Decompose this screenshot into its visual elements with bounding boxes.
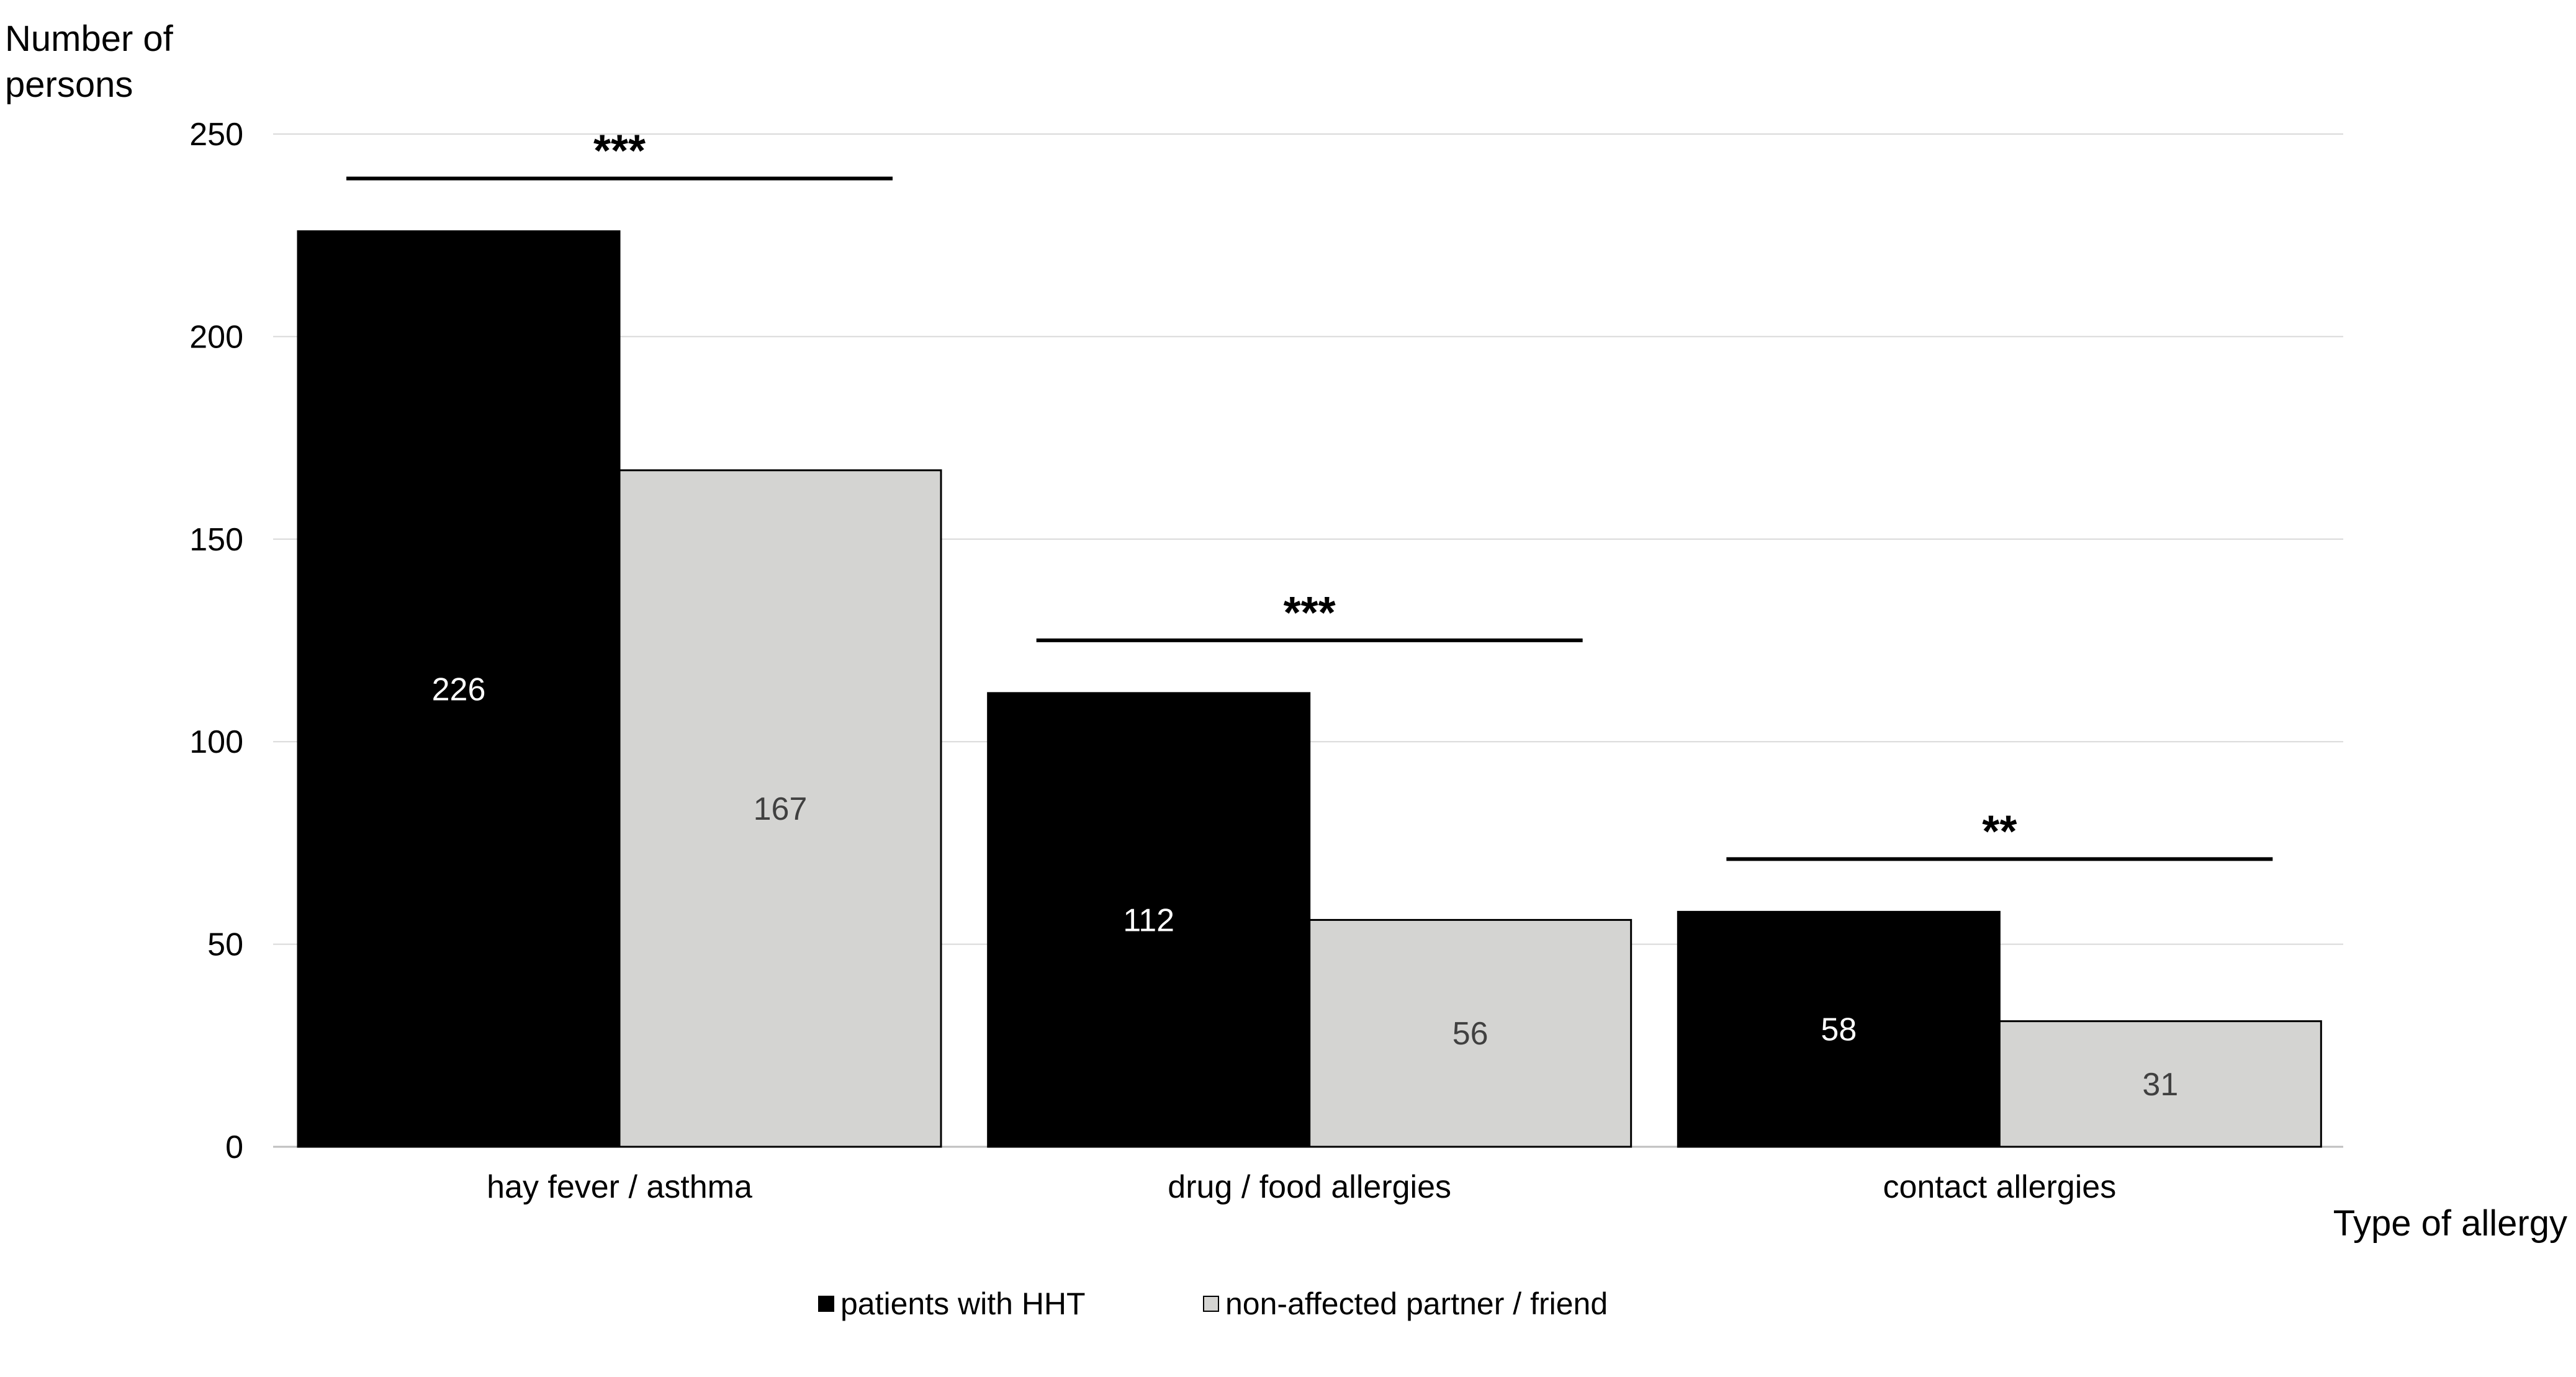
y-tick-label: 0	[225, 1129, 243, 1165]
x-tick-label: hay fever / asthma	[487, 1169, 752, 1205]
y-axis-label-line-1: Number of	[5, 19, 173, 59]
y-tick-label: 150	[189, 522, 243, 558]
bar	[297, 230, 621, 1148]
bar	[618, 469, 942, 1148]
data-label: 56	[1452, 1016, 1488, 1052]
legend-label-patients: patients with HHT	[840, 1286, 1086, 1321]
bar	[987, 692, 1311, 1148]
legend-label-partner: non-affected partner / friend	[1225, 1286, 1608, 1321]
y-tick-label: 200	[189, 319, 243, 355]
x-tick-label: contact allergies	[1883, 1169, 2116, 1205]
bar	[1998, 1020, 2322, 1148]
significance-stars: **	[1982, 807, 2017, 856]
y-axis-label-line-2: persons	[5, 65, 133, 105]
y-tick-label: 250	[189, 117, 243, 153]
legend-swatch-patients	[818, 1296, 834, 1312]
significance-stars: ***	[593, 127, 646, 176]
y-tick-label: 50	[207, 927, 243, 963]
legend-swatch-partner	[1203, 1296, 1219, 1312]
legend-item-patients: patients with HHT	[818, 1286, 1086, 1322]
legend-item-partner: non-affected partner / friend	[1203, 1286, 1608, 1322]
data-label: 58	[1821, 1012, 1857, 1048]
y-tick-label: 100	[189, 724, 243, 760]
x-tick-label: drug / food allergies	[1168, 1169, 1451, 1205]
data-label: 31	[2142, 1067, 2178, 1103]
significance-stars: ***	[1284, 588, 1336, 638]
bar	[1308, 918, 1633, 1148]
data-label: 226	[432, 671, 486, 707]
data-label: 112	[1123, 902, 1174, 938]
data-label: 167	[754, 791, 808, 827]
x-axis-label: Type of allergy	[2333, 1203, 2567, 1244]
